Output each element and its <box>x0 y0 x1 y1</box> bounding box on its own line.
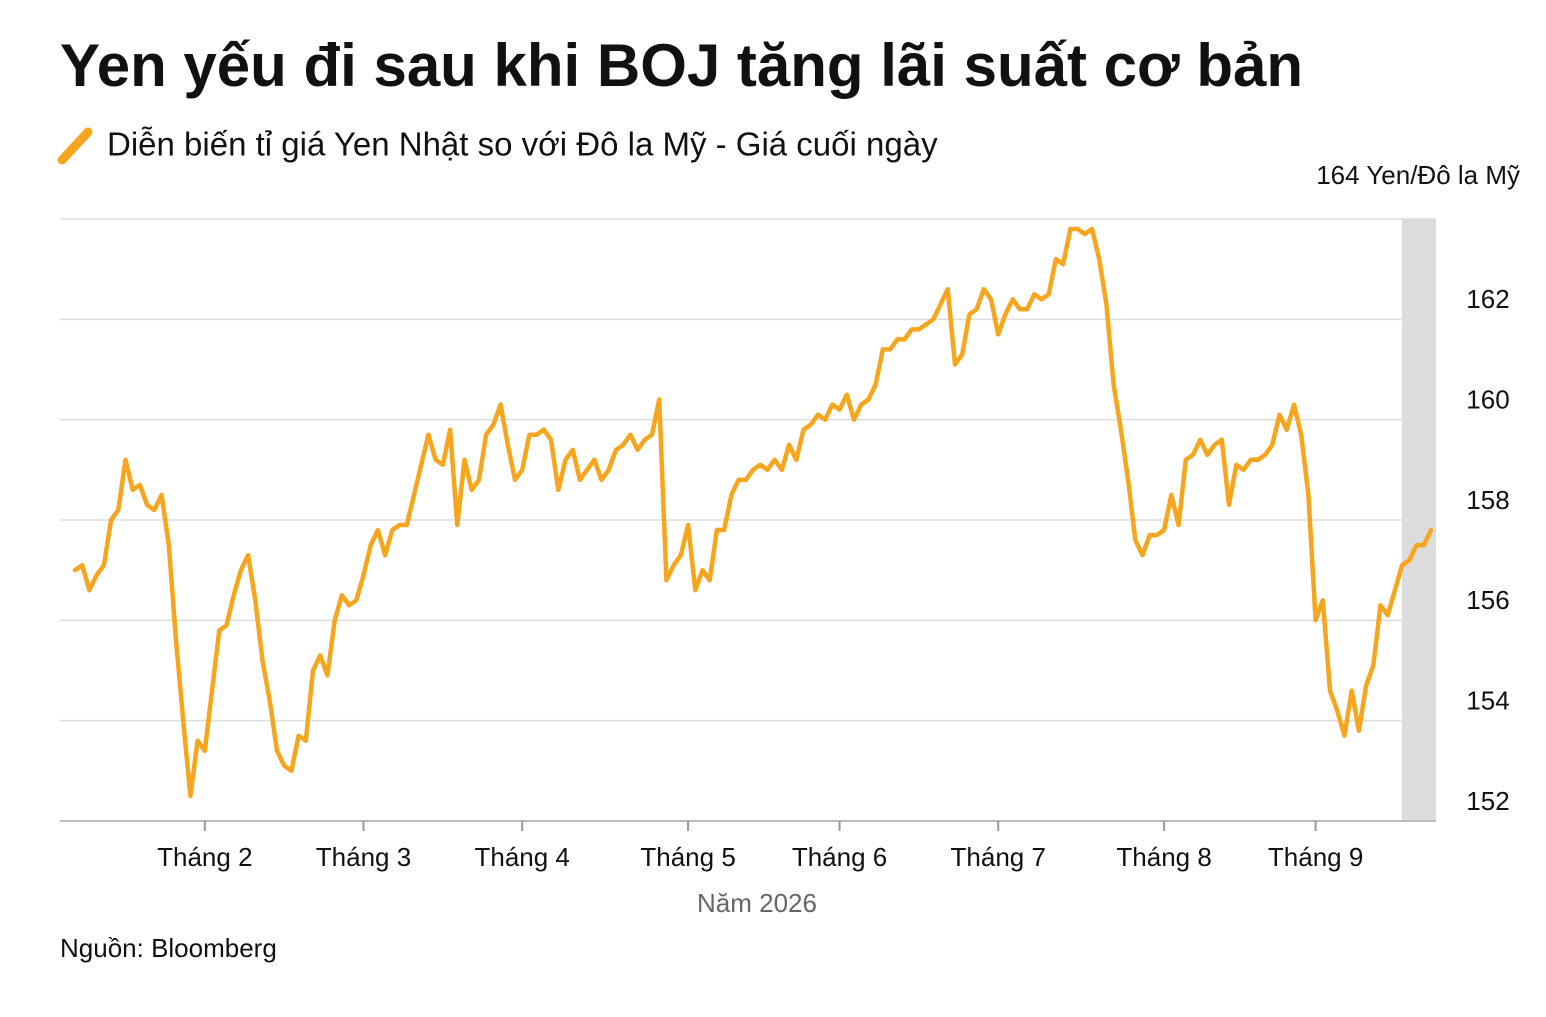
y-tick-label: 156 <box>1466 585 1509 615</box>
x-axis-title: Năm 2026 <box>697 888 817 918</box>
x-tick-label: Tháng 9 <box>1268 842 1363 872</box>
x-tick-label: Tháng 3 <box>316 842 411 872</box>
y-tick-label: 154 <box>1466 686 1509 716</box>
x-tick-label: Tháng 5 <box>640 842 735 872</box>
chart-title: Yen yếu đi sau khi BOJ tăng lãi suất cơ … <box>60 32 1303 99</box>
x-tick-label: Tháng 2 <box>157 842 252 872</box>
price-line <box>72 226 1434 799</box>
x-tick-label: Tháng 6 <box>792 842 887 872</box>
y-tick-label: 160 <box>1466 385 1509 415</box>
x-tick-label: Tháng 7 <box>951 842 1046 872</box>
y-tick-label: 158 <box>1466 485 1509 515</box>
y-tick-label: 152 <box>1466 786 1509 816</box>
y-tick-label: 162 <box>1466 284 1509 314</box>
source: Nguồn: Bloomberg <box>60 933 277 963</box>
chart-subtitle: Diễn biến tỉ giá Yen Nhật so với Đô la M… <box>107 126 938 163</box>
x-tick-label: Tháng 8 <box>1116 842 1211 872</box>
legend-icon <box>57 127 93 165</box>
x-tick-label: Tháng 4 <box>474 842 569 872</box>
y-tick-label: 164 Yen/Đô la Mỹ <box>1316 160 1520 190</box>
